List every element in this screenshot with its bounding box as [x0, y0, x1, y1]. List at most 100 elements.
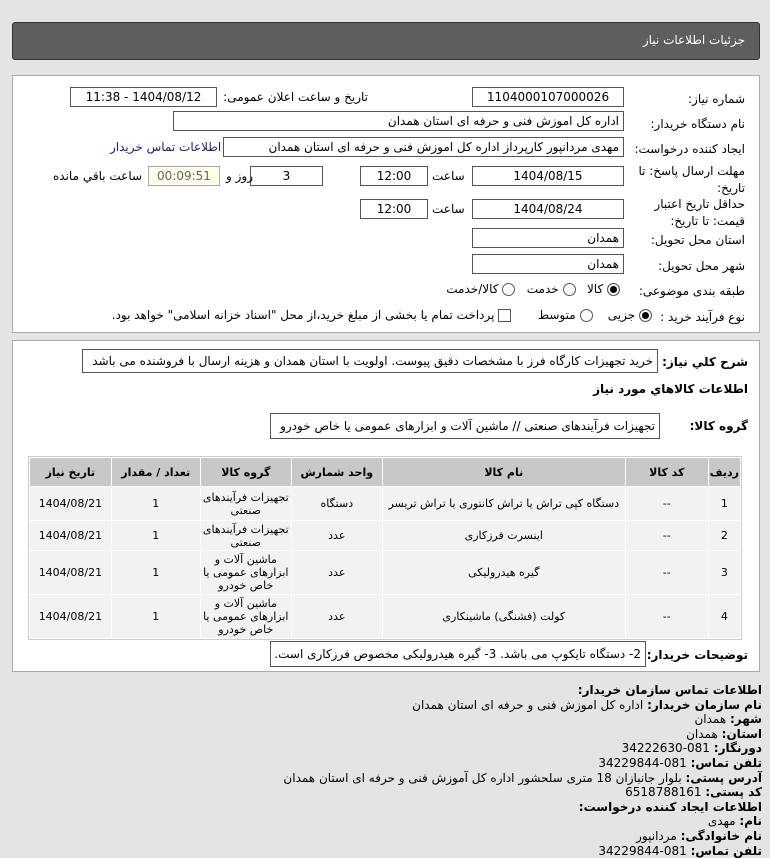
cell-name: دستگاه کپی تراش یا تراش کانتوری یا تراش … [381, 486, 626, 521]
table-row: 3 -- گیره هیدرولیکی عدد ماشین آلات و ابزارها… [29, 550, 742, 595]
radio-service-label: خدمت [526, 282, 559, 296]
goods-section-title: اطلاعات کالاهاي مورد نیاز [593, 382, 748, 396]
cell-row: 4 [707, 594, 742, 639]
contact-fax: دورنگار: 081-34222630 [621, 741, 762, 756]
buyer-label: نام دستگاه خریدار: [650, 117, 746, 131]
cell-unit: عدد [290, 550, 383, 595]
days-label: روز و [226, 169, 253, 183]
radio-minor[interactable] [639, 309, 652, 322]
contact-postal: کد پستی: 6518788161 [625, 785, 762, 800]
radio-goods-service-label: کالا/خدمت [446, 282, 499, 296]
col-code: کد کالا [624, 457, 709, 487]
treasury-checkbox[interactable] [498, 309, 512, 322]
city-label: شهر محل تحویل: [658, 259, 745, 273]
radio-service[interactable] [562, 283, 576, 296]
summary-field: خرید تجهیزات کارگاه فرز با مشخصات دقیق پ… [82, 349, 658, 373]
province-field: همدان [472, 228, 624, 248]
deadline-date-field: 1404/08/15 [472, 166, 624, 186]
process-label: نوع فرآیند خرید : [660, 310, 745, 324]
buyer-notes-label: توضیحات خریدار: [646, 648, 748, 662]
page-title: جزئیات اطلاعات نیاز [642, 33, 745, 47]
buyer-contact-link[interactable]: اطلاعات تماس خریدار [110, 140, 222, 154]
page-header: جزئیات اطلاعات نیاز [12, 22, 760, 60]
city-field: همدان [472, 254, 624, 274]
contact-phone: تلفن تماس: 081-34229844 [598, 755, 762, 770]
validity-time-field: 12:00 [360, 199, 428, 219]
cell-qty: 1 [110, 486, 201, 521]
cell-qty: 1 [110, 594, 201, 639]
col-group: گروه کالا [199, 457, 292, 487]
radio-medium[interactable] [579, 309, 593, 322]
process-radio-group: جزیی متوسط پرداخت تمام یا بخشی از مبلغ خ… [112, 308, 652, 322]
creator-family: نام خانوادگی: مردانپور [636, 828, 762, 843]
cell-code: -- [624, 550, 709, 595]
remaining-label: ساعت باقي مانده [53, 169, 143, 183]
table-row: 1 -- دستگاه کپی تراش یا تراش کانتوری یا تر… [29, 486, 742, 521]
table-header-row: ردیف کد کالا نام کالا واحد شمارش گروه کا… [29, 457, 742, 487]
contact-province: استان: همدان [686, 726, 762, 741]
cell-row: 1 [707, 486, 742, 521]
deadline-label: مهلت ارسال پاسخ: تا تاریخ: [638, 164, 745, 195]
cell-date: 1404/08/21 [29, 550, 112, 595]
deadline-time-field: 12:00 [360, 166, 428, 186]
cell-date: 1404/08/21 [29, 520, 112, 551]
announce-field: 1404/08/12 - 11:38 [70, 87, 217, 107]
goods-table-wrap: ردیف کد کالا نام کالا واحد شمارش گروه کا… [28, 456, 742, 640]
col-unit: واحد شمارش [290, 457, 383, 487]
cell-code: -- [624, 486, 709, 521]
col-qty: تعداد / مقدار [110, 457, 201, 487]
payment-note: پرداخت تمام یا بخشی از مبلغ خرید،از محل … [111, 308, 495, 322]
cell-unit: عدد [290, 520, 383, 551]
goods-table: ردیف کد کالا نام کالا واحد شمارش گروه کا… [29, 457, 742, 639]
cell-group: ماشین آلات و ابزارهای عمومی یا خاص خودرو [199, 594, 292, 639]
creator-label: ایجاد کننده درخواست: [634, 142, 745, 156]
table-row: 2 -- اینسرت فرزکاری عدد تجهیزات فرآیندهای صن… [29, 520, 742, 551]
contact-title: اطلاعات تماس سازمان خریدار: [577, 683, 762, 697]
cell-name: گیره هیدرولیکی [381, 550, 626, 595]
col-name: نام کالا [381, 457, 626, 487]
cell-name: کولت (فشنگی) ماشینکاری [381, 594, 626, 639]
cell-row: 2 [707, 520, 742, 551]
radio-goods[interactable] [607, 283, 620, 296]
province-label: استان محل تحویل: [650, 233, 745, 247]
category-radio-group: کالا خدمت کالا/خدمت [446, 282, 620, 296]
buyer-field: اداره کل اموزش فنی و حرفه ای استان همدان [173, 111, 624, 131]
cell-unit: عدد [290, 594, 383, 639]
need-number-field: 1104000107000026 [472, 87, 624, 107]
cell-qty: 1 [110, 520, 201, 551]
radio-goods-label: کالا [586, 282, 604, 296]
validity-date-field: 1404/08/24 [472, 199, 624, 219]
creator-name: نام: مهدی [707, 814, 762, 829]
validity-label: حداقل تاریخ اعتبار قیمت: تا تاریخ: [654, 197, 745, 228]
category-label: طبقه بندی موضوعی: [638, 284, 745, 298]
cell-name: اینسرت فرزکاری [381, 520, 626, 551]
deadline-time-label: ساعت [432, 169, 465, 183]
radio-minor-label: جزیی [607, 308, 636, 322]
creator-field: مهدی مردانپور کارپرداز اداره کل اموزش فن… [223, 137, 624, 157]
radio-goods-service[interactable] [502, 283, 516, 296]
need-number-label: شماره نیاز: [688, 92, 745, 106]
days-field: 3 [250, 166, 323, 186]
summary-label: شرح کلي نیاز: [662, 355, 748, 369]
validity-time-label: ساعت [432, 202, 465, 216]
contact-address: آدرس پستی: بلوار جانبازان 18 متری سلحشور… [283, 770, 762, 785]
group-label: گروه کالا: [689, 419, 748, 433]
col-row: ردیف [707, 457, 742, 487]
cell-group: ماشین آلات و ابزارهای عمومی یا خاص خودرو [199, 550, 292, 595]
cell-qty: 1 [110, 550, 201, 595]
col-date: تاریخ نیاز [29, 457, 112, 487]
creator-title: اطلاعات ایجاد کننده درخواست: [578, 799, 762, 814]
remaining-time-field: 00:09:51 [148, 166, 220, 186]
buyer-notes-field: 2- دستگاه تایکوپ می باشد. 3- گیره هیدرول… [270, 641, 646, 667]
table-row: 4 -- کولت (فشنگی) ماشینکاری عدد ماشین آلات و… [29, 594, 742, 639]
contact-org: نام سازمان خریدار: اداره کل اموزش فنی و … [412, 697, 762, 712]
cell-date: 1404/08/21 [29, 486, 112, 521]
group-field: تجهیزات فرآیندهای صنعتی // ماشین آلات و … [270, 413, 660, 439]
cell-code: -- [624, 520, 709, 551]
cell-row: 3 [707, 550, 742, 595]
cell-code: -- [624, 594, 709, 639]
radio-medium-label: متوسط [537, 308, 576, 322]
cell-unit: دستگاه [290, 486, 383, 521]
cell-date: 1404/08/21 [29, 594, 112, 639]
contact-city: شهر: همدان [694, 712, 762, 727]
